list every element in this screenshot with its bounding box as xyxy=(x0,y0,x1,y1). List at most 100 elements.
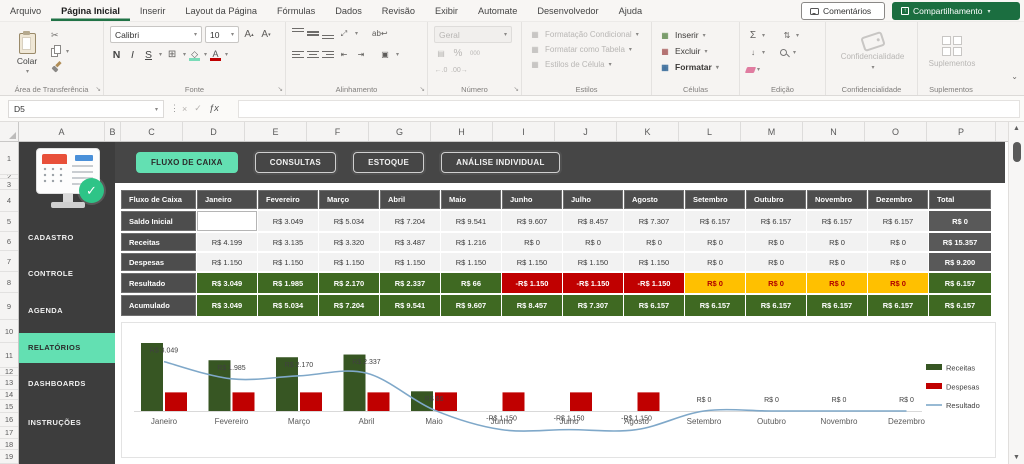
column-header-d[interactable]: D xyxy=(183,122,245,141)
cancel-icon[interactable]: × xyxy=(182,103,188,114)
row-header-12[interactable]: 12 xyxy=(0,368,18,376)
table-cell[interactable]: R$ 0 xyxy=(807,253,867,271)
collapse-ribbon-icon[interactable]: ⌄ xyxy=(1011,72,1018,81)
table-cell[interactable]: R$ 7.204 xyxy=(380,211,440,231)
table-cell[interactable]: R$ 0 xyxy=(868,233,928,251)
sort-filter-button[interactable]: ⇅ ▾ xyxy=(780,27,814,44)
table-cell[interactable]: R$ 2.337 xyxy=(380,273,440,293)
scroll-thumb[interactable] xyxy=(1013,142,1021,162)
column-header-n[interactable]: N xyxy=(803,122,865,141)
table-cell[interactable]: R$ 1.150 xyxy=(502,253,562,271)
column-header-e[interactable]: E xyxy=(245,122,307,141)
table-cell[interactable]: R$ 3.049 xyxy=(258,211,318,231)
table-cell[interactable]: R$ 4.199 xyxy=(197,233,257,251)
row-label-acumulado[interactable]: Acumulado xyxy=(121,295,196,316)
table-cell[interactable]: R$ 1.150 xyxy=(258,253,318,271)
autosum-button[interactable]: Σ ▾ xyxy=(746,27,780,44)
table-cell[interactable]: R$ 0 xyxy=(746,273,806,293)
share-button[interactable]: ↑ Compartilhamento ▾ xyxy=(892,2,1020,20)
month-header-junho[interactable]: Junho xyxy=(502,190,562,209)
table-cell[interactable]: -R$ 1.150 xyxy=(502,273,562,293)
month-header-setembro[interactable]: Setembro xyxy=(685,190,745,209)
vertical-scrollbar[interactable]: ▲ ▼ xyxy=(1008,122,1024,464)
row-header-3[interactable]: 3 xyxy=(0,179,18,190)
nav-button-estoque[interactable]: ESTOQUE xyxy=(353,152,425,173)
total-cell-despesas[interactable]: R$ 9.200 xyxy=(929,253,991,271)
total-cell-acumulado[interactable]: R$ 6.157 xyxy=(929,295,991,316)
ribbon-tab-dados[interactable]: Dados xyxy=(335,5,362,16)
row-header-15[interactable]: 15 xyxy=(0,400,18,413)
paste-button[interactable]: Colar ▾ xyxy=(6,26,48,82)
column-header-j[interactable]: J xyxy=(555,122,617,141)
ribbon-tab-automate[interactable]: Automate xyxy=(477,5,518,16)
nav-button-consultas[interactable]: CONSULTAS xyxy=(254,152,337,173)
table-cell[interactable]: R$ 0 xyxy=(502,233,562,251)
row-header-8[interactable]: 8 xyxy=(0,272,18,293)
row-header-18[interactable]: 18 xyxy=(0,439,18,450)
table-cell[interactable]: -R$ 1.150 xyxy=(624,273,684,293)
increase-indent-button[interactable]: ⇥ xyxy=(357,50,365,59)
row-header-13[interactable]: 13 xyxy=(0,376,18,390)
column-header-g[interactable]: G xyxy=(369,122,431,141)
row-header-1[interactable]: 1 xyxy=(0,142,18,175)
table-cell[interactable]: R$ 0 xyxy=(807,273,867,293)
month-header-abril[interactable]: Abril xyxy=(380,190,440,209)
ribbon-tab-revisao[interactable]: Revisão xyxy=(381,5,415,16)
table-cell[interactable]: R$ 6.157 xyxy=(807,295,867,316)
table-cell[interactable] xyxy=(197,211,257,231)
ribbon-tab-inserir[interactable]: Inserir xyxy=(139,5,166,16)
row-header-4[interactable]: 4 xyxy=(0,190,18,212)
column-header-i[interactable]: I xyxy=(493,122,555,141)
month-header-marco[interactable]: Março xyxy=(319,190,379,209)
column-header-c[interactable]: C xyxy=(121,122,183,141)
format-cells-button[interactable]: ▦ Formatar ▾ xyxy=(658,59,735,75)
sidebar-item-cadastro[interactable]: CADASTRO xyxy=(28,233,74,242)
table-cell[interactable]: R$ 9.607 xyxy=(502,211,562,231)
ribbon-tab-desenvolvedor[interactable]: Desenvolvedor xyxy=(537,5,599,16)
table-cell[interactable]: R$ 9.607 xyxy=(441,295,501,316)
table-cell[interactable]: R$ 3.049 xyxy=(197,295,257,316)
table-cell[interactable]: R$ 3.487 xyxy=(380,233,440,251)
sidebar-item-relatorios[interactable]: RELATÓRIOS xyxy=(19,333,115,363)
row-header-19[interactable]: 19 xyxy=(0,450,18,464)
underline-dropdown-icon[interactable]: ▾ xyxy=(159,52,163,58)
row-label-saldo-inicial[interactable]: Saldo Inicial xyxy=(121,211,196,231)
formula-input[interactable] xyxy=(238,100,1020,118)
decrease-indent-button[interactable]: ⇤ xyxy=(340,50,348,59)
table-cell[interactable]: R$ 7.307 xyxy=(563,295,623,316)
column-header-p[interactable]: P xyxy=(927,122,996,141)
table-cell[interactable]: R$ 3.049 xyxy=(197,273,257,293)
align-right-button[interactable] xyxy=(322,49,334,60)
font-size-select[interactable]: 10 ▾ xyxy=(205,26,239,43)
scroll-down-icon[interactable]: ▼ xyxy=(1013,454,1020,461)
name-box[interactable]: D5 ▾ xyxy=(8,100,164,118)
clipboard-dialog-launcher[interactable]: ↘ xyxy=(95,86,101,93)
delete-cells-button[interactable]: ▦ Excluir ▾ xyxy=(658,43,735,59)
table-cell[interactable]: R$ 6.157 xyxy=(868,295,928,316)
table-cell[interactable]: R$ 7.204 xyxy=(319,295,379,316)
column-header-k[interactable]: K xyxy=(617,122,679,141)
column-header-a[interactable]: A xyxy=(19,122,105,141)
cut-button[interactable]: ✂ xyxy=(51,28,69,42)
nav-button-analise-individual[interactable]: ANÁLISE INDIVIDUAL xyxy=(441,152,560,173)
ribbon-tab-arquivo[interactable]: Arquivo xyxy=(10,5,42,16)
table-cell[interactable]: R$ 2.170 xyxy=(319,273,379,293)
table-cell[interactable]: R$ 0 xyxy=(746,253,806,271)
ribbon-tab-formulas[interactable]: Fórmulas xyxy=(276,5,316,16)
month-header-outubro[interactable]: Outubro xyxy=(746,190,806,209)
table-cell[interactable]: R$ 1.150 xyxy=(319,253,379,271)
table-cell[interactable]: R$ 6.157 xyxy=(746,211,806,231)
total-cell-saldo-inicial[interactable]: R$ 0 xyxy=(929,211,991,231)
table-cell[interactable]: R$ 6.157 xyxy=(807,211,867,231)
ribbon-tab-ajuda[interactable]: Ajuda xyxy=(618,5,643,16)
sidebar-item-controle[interactable]: CONTROLE xyxy=(28,269,74,278)
table-cell[interactable]: R$ 0 xyxy=(807,233,867,251)
sidebar-item-instrucoes[interactable]: INSTRUÇÕES xyxy=(28,418,82,427)
column-header-m[interactable]: M xyxy=(741,122,803,141)
total-cell-receitas[interactable]: R$ 15.357 xyxy=(929,233,991,251)
font-color-button[interactable]: A xyxy=(210,49,222,61)
sidebar-item-dashboards[interactable]: DASHBOARDS xyxy=(28,379,86,388)
row-label-receitas[interactable]: Receitas xyxy=(121,233,196,251)
row-label-resultado[interactable]: Resultado xyxy=(121,273,196,293)
table-cell[interactable]: R$ 0 xyxy=(868,273,928,293)
